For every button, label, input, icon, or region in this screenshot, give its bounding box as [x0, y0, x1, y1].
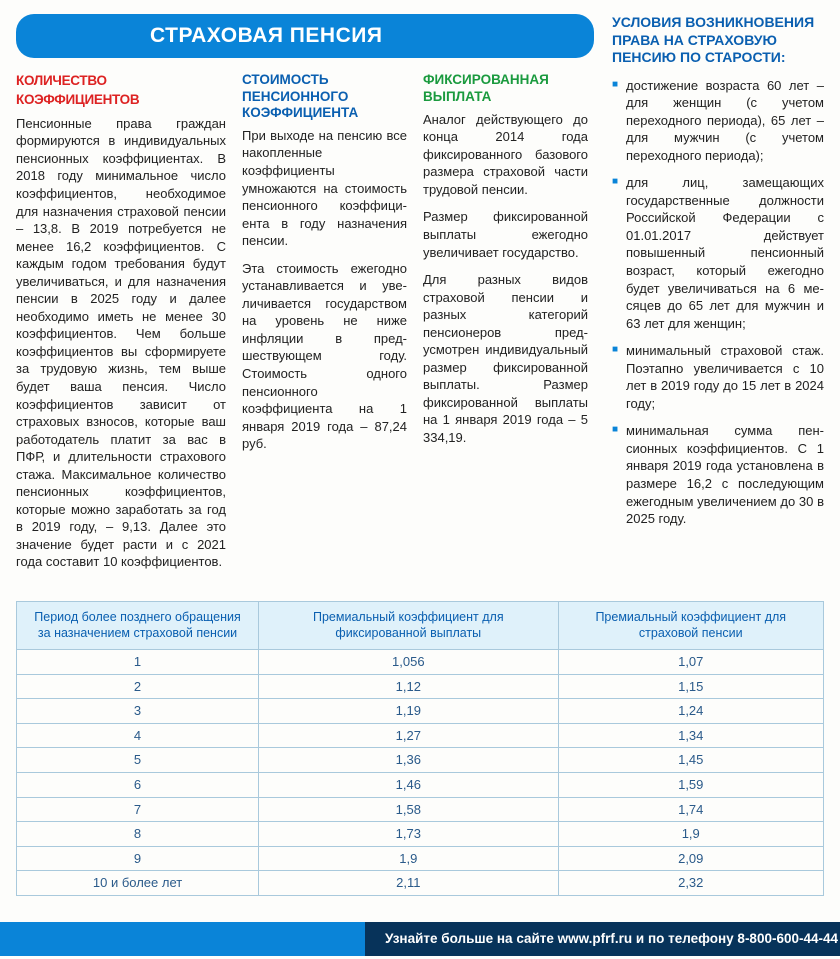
table-cell: 1,07: [558, 650, 824, 675]
table-cell: 1,9: [558, 822, 824, 847]
table-cell: 1,15: [558, 674, 824, 699]
table-cell: 8: [17, 822, 259, 847]
table-row: 10 и более лет2,112,32: [17, 871, 824, 896]
heading-conditions: УСЛОВИЯ ВОЗНИКНОВЕНИЯ ПРАВА НА СТРАХОВУЮ…: [612, 14, 824, 67]
heading-coefficients: КОЛИЧЕСТВО КОЭФФИЦИЕНТОВ: [16, 72, 226, 108]
footer-text: Узнайте больше на сайте www.pfrf.ru и по…: [365, 922, 840, 956]
table-header: Период более позднего обращения за назна…: [17, 602, 259, 650]
table-cell: 1,45: [558, 748, 824, 773]
table-cell: 1,36: [259, 748, 558, 773]
heading-fixed: ФИКСИРОВАННАЯ ВЫПЛАТА: [423, 72, 588, 104]
table-cell: 1,74: [558, 797, 824, 822]
table-row: 71,581,74: [17, 797, 824, 822]
table-row: 31,191,24: [17, 699, 824, 724]
table-cell: 2: [17, 674, 259, 699]
table-row: 91,92,09: [17, 846, 824, 871]
table-row: 21,121,15: [17, 674, 824, 699]
table-cell: 1,27: [259, 723, 558, 748]
table-cell: 1,9: [259, 846, 558, 871]
text-fixed-2: Размер фиксирован­ной выплаты еже­годно …: [423, 208, 588, 261]
list-item: достижение возраста 60 лет – для женщин …: [612, 77, 824, 165]
table-cell: 4: [17, 723, 259, 748]
table-cell: 2,32: [558, 871, 824, 896]
table-cell: 1,056: [259, 650, 558, 675]
table-cell: 9: [17, 846, 259, 871]
table-cell: 1,34: [558, 723, 824, 748]
list-item: минимальный страховой стаж. Поэтапно уве…: [612, 342, 824, 412]
text-cost-2: Эта стоимость ежегодно устанав­ливается …: [242, 260, 407, 453]
table-row: 61,461,59: [17, 772, 824, 797]
table-cell: 1,73: [259, 822, 558, 847]
text-cost-1: При выходе на пен­сию все накоплен­ные к…: [242, 127, 407, 250]
table-cell: 1,19: [259, 699, 558, 724]
list-item: минимальная сумма пен­сионных коэффициен…: [612, 422, 824, 527]
page-banner: СТРАХОВАЯ ПЕНСИЯ: [16, 14, 594, 58]
premium-coefficients-table: Период более позднего обращения за назна…: [16, 601, 824, 896]
text-fixed-3: Для разных видов страховой пенсии и разн…: [423, 271, 588, 446]
table-header: Премиальный коэффициент для фиксированно…: [259, 602, 558, 650]
table-cell: 1,12: [259, 674, 558, 699]
table-cell: 5: [17, 748, 259, 773]
table-cell: 2,09: [558, 846, 824, 871]
footer-bar: Узнайте больше на сайте www.pfrf.ru и по…: [0, 922, 840, 956]
table-row: 41,271,34: [17, 723, 824, 748]
table-cell: 1,59: [558, 772, 824, 797]
heading-cost: СТОИМОСТЬ ПЕНСИОННОГО КОЭФФИЦИЕНТА: [242, 72, 407, 121]
table-cell: 1,46: [259, 772, 558, 797]
table-header: Премиальный коэффициент для страховой пе…: [558, 602, 824, 650]
table-cell: 1,58: [259, 797, 558, 822]
list-item: для лиц, замещающих государственные долж…: [612, 174, 824, 332]
footer-accent: [0, 922, 365, 956]
table-cell: 6: [17, 772, 259, 797]
table-row: 11,0561,07: [17, 650, 824, 675]
conditions-list: достижение возраста 60 лет – для женщин …: [612, 77, 824, 528]
text-fixed-1: Аналог действующе­го до конца 2014 года …: [423, 111, 588, 199]
table-cell: 7: [17, 797, 259, 822]
table-cell: 10 и более лет: [17, 871, 259, 896]
text-coefficients: Пенсионные права граждан форми­руются в …: [16, 115, 226, 571]
table-cell: 2,11: [259, 871, 558, 896]
table-cell: 3: [17, 699, 259, 724]
table-cell: 1,24: [558, 699, 824, 724]
banner-text: СТРАХОВАЯ ПЕНСИЯ: [40, 22, 382, 50]
table-row: 51,361,45: [17, 748, 824, 773]
table-cell: 1: [17, 650, 259, 675]
table-row: 81,731,9: [17, 822, 824, 847]
